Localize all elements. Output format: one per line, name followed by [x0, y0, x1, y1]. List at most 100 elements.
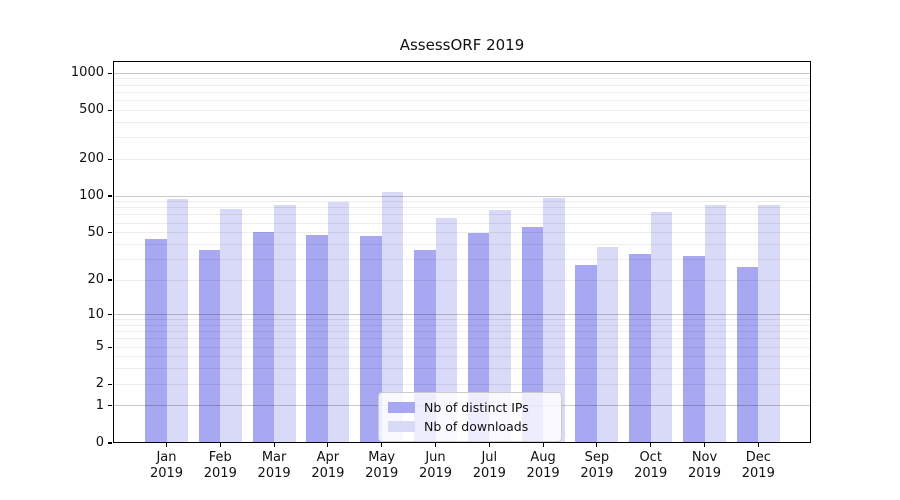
bar-downloads-aug [543, 197, 565, 443]
gridline-minor [113, 346, 811, 348]
y-tick-mark [108, 72, 112, 74]
y-tick-mark [108, 231, 112, 234]
gridline-minor [113, 78, 811, 80]
bar-ips-oct [629, 254, 651, 443]
bar-downloads-jul [489, 209, 511, 443]
gridline-minor [113, 319, 811, 321]
x-tick-label: Jan 2019 [149, 450, 184, 481]
bar-ips-mar [252, 231, 275, 443]
gridline-minor [113, 84, 811, 86]
plot-area [113, 61, 811, 443]
gridline-minor [113, 356, 811, 358]
x-tick-mark [381, 443, 383, 447]
gridline-major [113, 72, 811, 74]
x-tick-mark [219, 443, 221, 447]
bar-downloads-oct [650, 211, 673, 443]
bar-ips-sep [575, 264, 597, 443]
gridline-major [113, 195, 811, 197]
gridline-minor [113, 207, 811, 209]
gridline-minor [113, 331, 811, 333]
legend-label-distinct-ips: Nb of distinct IPs [424, 400, 529, 415]
gridline-minor [113, 121, 811, 123]
y-tick-mark [108, 279, 112, 281]
gridline-minor [113, 201, 811, 203]
bar-ips-aug [521, 226, 544, 443]
bar-downloads-jan [166, 199, 188, 443]
bar-downloads-feb [220, 209, 242, 443]
bar-downloads-apr [327, 202, 350, 443]
y-tick-mark [108, 195, 112, 197]
x-tick-mark [757, 443, 759, 447]
gridline-minor [113, 383, 811, 385]
y-tick-mark [108, 158, 112, 160]
legend-swatch-downloads [388, 421, 415, 432]
gridline-minor [113, 158, 811, 160]
gridline-minor [113, 338, 811, 340]
x-tick-label: Nov 2019 [687, 450, 722, 481]
gridline-minor [113, 324, 811, 326]
x-tick-label: Oct 2019 [634, 450, 668, 481]
bar-ips-jul [467, 232, 490, 443]
x-tick-label: Jun 2019 [418, 450, 453, 481]
gridline-minor [113, 243, 811, 245]
bar-downloads-sep [596, 246, 619, 443]
gridline-minor [113, 222, 811, 224]
bar-downloads-dec [758, 204, 780, 443]
x-tick-mark [327, 443, 329, 447]
y-tick-mark [108, 314, 112, 316]
y-tick-mark [108, 442, 112, 444]
y-tick-mark [108, 405, 112, 407]
x-tick-label: Sep 2019 [580, 450, 614, 481]
y-tick-label: 500 [79, 102, 104, 118]
x-tick-mark [596, 443, 598, 447]
y-tick-label: 20 [87, 272, 104, 288]
y-tick-label: 5 [95, 339, 104, 355]
grid-layer [113, 61, 811, 443]
gridline-minor [113, 258, 811, 260]
bars-layer [113, 61, 811, 443]
gridline-minor [113, 137, 811, 139]
y-tick-label: 100 [79, 188, 104, 204]
legend-item-distinct-ips: Nb of distinct IPs [388, 398, 552, 417]
x-tick-label: May 2019 [365, 450, 399, 481]
y-tick-mark [108, 383, 112, 385]
gridline-major [113, 314, 811, 316]
x-tick-mark [542, 443, 544, 447]
y-tick-mark [108, 346, 112, 348]
x-tick-label: Jul 2019 [472, 450, 506, 481]
gridline-minor [113, 214, 811, 216]
gridline-minor [113, 232, 811, 234]
x-tick-label: Dec 2019 [741, 450, 775, 481]
gridline-minor [113, 279, 811, 281]
x-tick-mark [703, 443, 706, 447]
bar-ips-nov [683, 255, 705, 443]
bar-ips-apr [306, 234, 328, 443]
x-tick-mark [273, 443, 275, 447]
bar-downloads-nov [704, 204, 726, 443]
bar-downloads-may [381, 191, 404, 443]
gridline-minor [113, 368, 811, 370]
x-tick-label: Mar 2019 [257, 450, 291, 481]
x-tick-mark [488, 443, 490, 447]
chart-title: AssessORF 2019 [399, 36, 525, 54]
x-tick-mark [165, 443, 168, 447]
gridline-minor [113, 100, 811, 102]
y-tick-label: 50 [87, 224, 104, 240]
x-tick-label: Apr 2019 [311, 450, 345, 481]
legend-swatch-distinct-ips [388, 402, 415, 413]
y-tick-label: 0 [95, 435, 104, 450]
bar-downloads-jun [435, 217, 457, 443]
y-tick-label: 1 [95, 397, 104, 413]
x-tick-mark [650, 443, 652, 447]
bar-ips-dec [736, 266, 759, 443]
y-tick-label: 10 [87, 306, 104, 322]
x-tick-label: Feb 2019 [203, 450, 237, 481]
bar-downloads-mar [274, 205, 296, 443]
bar-ips-may [360, 235, 382, 443]
y-tick-label: 1000 [70, 65, 104, 81]
legend: Nb of distinct IPs Nb of downloads [378, 392, 562, 442]
y-tick-mark [108, 109, 112, 111]
y-tick-label: 2 [95, 376, 104, 392]
x-tick-label: Aug 2019 [526, 450, 560, 481]
